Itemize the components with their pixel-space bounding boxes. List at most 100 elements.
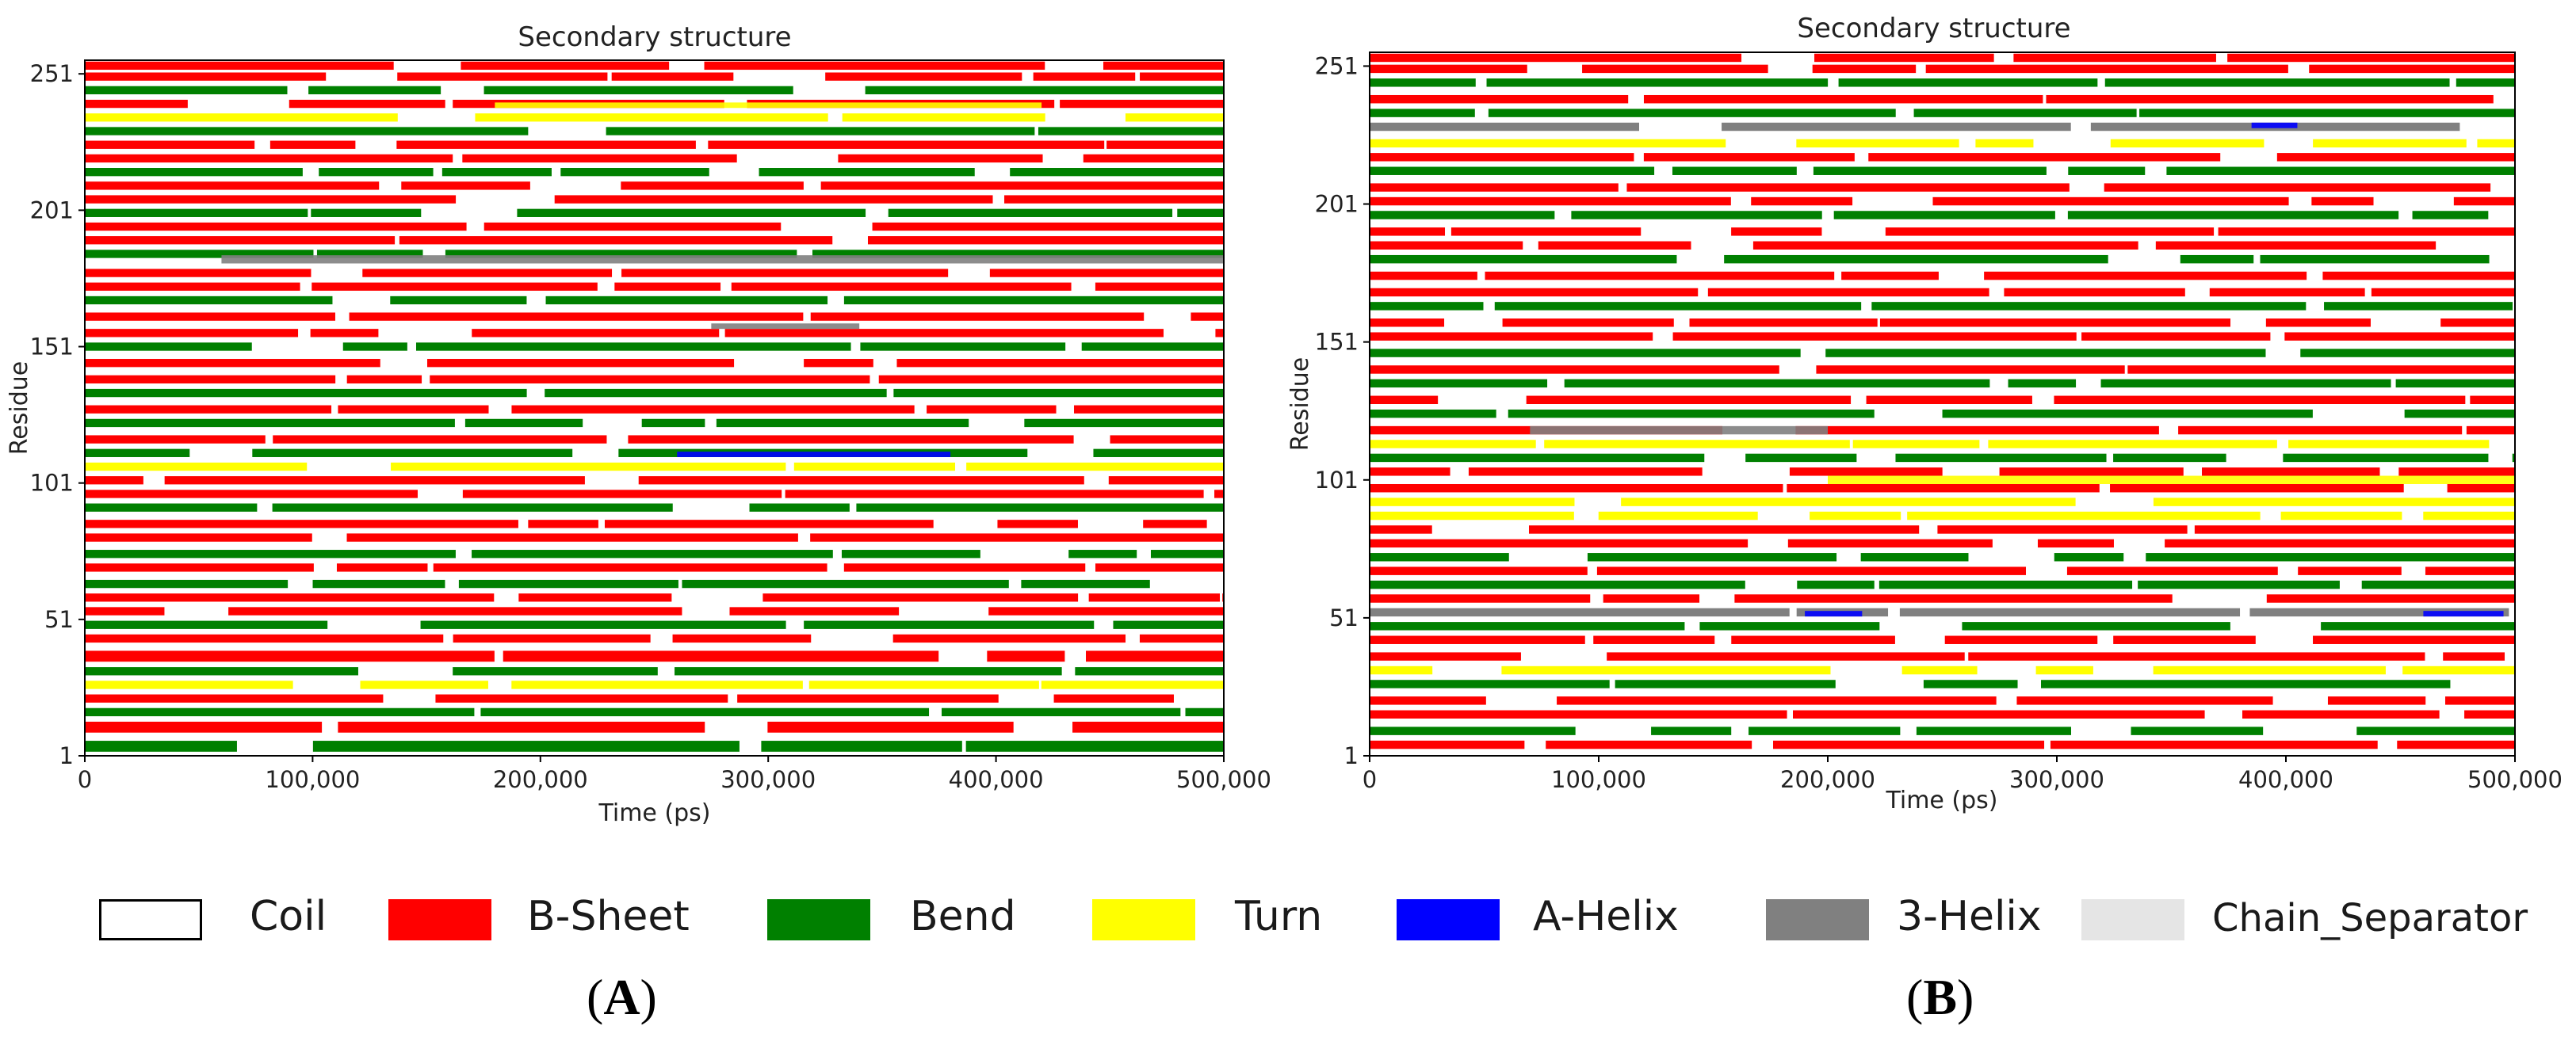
panel-b-band-15 xyxy=(1370,525,2515,534)
panel-a-patch-0 xyxy=(221,255,1225,264)
panel-b-band-20-segment-4 xyxy=(2283,453,2489,463)
legend-label-turn: Turn xyxy=(1235,893,1323,940)
panel-a-xtick-label-4: 400,000 xyxy=(949,766,1044,793)
panel-b-xtick-label-3: 300,000 xyxy=(2009,766,2104,793)
panel-a-band-14-segment-2 xyxy=(810,533,1224,542)
panel-a-patch-3 xyxy=(495,102,1042,109)
panel-b-band-5-segment-5 xyxy=(2402,665,2515,675)
panel-b-band-23 xyxy=(1370,409,2515,418)
panel-b-band-14-segment-3 xyxy=(2165,539,2515,548)
panel-a-band-18 xyxy=(85,476,1224,485)
panel-b-band-40-segment-0 xyxy=(1370,153,1634,162)
panel-a-band-28-segment-3 xyxy=(724,329,1164,337)
panel-a-ylabel: Residue xyxy=(6,361,33,455)
panel-b-band-32-segment-1 xyxy=(1485,271,1835,280)
panel-b-band-12-segment-4 xyxy=(2425,566,2515,575)
panel-b-band-41 xyxy=(1370,139,2515,148)
legend-label-b-sheet: B-Sheet xyxy=(527,893,690,940)
panel-b-xtick-label-5: 500,000 xyxy=(2467,766,2563,793)
panel-b-band-14-segment-1 xyxy=(1787,539,1993,548)
panel-b-band-45-segment-0 xyxy=(1370,78,1476,87)
panel-a-band-16 xyxy=(85,503,1224,512)
panel-a-band-28-segment-2 xyxy=(472,329,720,337)
panel-a-xtick-label-5: 500,000 xyxy=(1176,766,1271,793)
panel-b-band-10-segment-3 xyxy=(2266,594,2515,603)
panel-b-band-24-segment-3 xyxy=(2054,395,2466,404)
panel-a-band-6-segment-3 xyxy=(1086,650,1224,662)
panel-b-band-35-segment-4 xyxy=(2218,227,2515,236)
panel-b-band-15-segment-0 xyxy=(1370,525,1432,534)
panel-b-band-28-segment-1 xyxy=(1672,332,2077,341)
panel-a-band-18-segment-3 xyxy=(1108,476,1224,485)
panel-a-band-30-segment-3 xyxy=(843,296,1224,305)
panel-a-band-17-segment-2 xyxy=(785,490,1204,498)
panel-a-band-0 xyxy=(85,741,1224,752)
panel-b-band-2 xyxy=(1370,710,2515,719)
panel-a-band-4-segment-4 xyxy=(1041,681,1224,689)
panel-b-band-40-segment-1 xyxy=(1643,153,1855,162)
panel-b-patch-3 xyxy=(2423,611,2504,617)
panel-a-band-7-segment-4 xyxy=(1139,634,1224,643)
panel-a-band-42 xyxy=(85,127,1224,135)
panel-b-band-31-segment-3 xyxy=(2209,288,2365,297)
panel-b-band-31-segment-1 xyxy=(1707,288,1989,297)
panel-a-band-40-segment-1 xyxy=(462,154,737,163)
panel-a-band-21-segment-1 xyxy=(273,435,607,444)
panel-a-band-39-segment-3 xyxy=(560,168,709,177)
panel-b-band-40-segment-2 xyxy=(1868,153,2221,162)
panel-b-band-7-segment-3 xyxy=(1944,635,2098,644)
panel-a-band-9 xyxy=(85,607,1224,616)
panel-a-band-16-segment-3 xyxy=(856,503,1224,512)
panel-a-band-17 xyxy=(85,490,1224,498)
panel-b-band-7-segment-5 xyxy=(2313,635,2515,644)
panel-a-band-31-segment-0 xyxy=(85,282,300,291)
panel-b-patch-2 xyxy=(1805,611,1863,617)
panel-a-band-24-segment-0 xyxy=(85,388,527,398)
panel-a-band-2-segment-1 xyxy=(480,707,930,717)
panel-a-band-25 xyxy=(85,375,1224,384)
panel-a-band-39-segment-0 xyxy=(85,168,303,177)
panel-b-band-43-segment-0 xyxy=(1370,109,1475,117)
panel-b-band-7-segment-1 xyxy=(1593,635,1715,644)
panel-a-band-21-segment-0 xyxy=(85,435,266,444)
panel-b-band-36 xyxy=(1370,211,2489,219)
panel-b-band-38 xyxy=(1370,183,2491,192)
panel-a-band-20-segment-3 xyxy=(1093,448,1224,457)
panel-a-title: Secondary structure xyxy=(518,21,791,53)
panel-b-band-11-segment-0 xyxy=(1370,580,1745,589)
panel-a-band-38 xyxy=(85,181,1224,190)
panel-a-band-25-segment-3 xyxy=(878,375,1224,384)
panel-b-band-29-segment-4 xyxy=(2265,318,2371,327)
panel-a-band-45-segment-0 xyxy=(85,86,288,95)
panel-b-ytick-label-0: 1 xyxy=(1344,742,1359,769)
panel-b-band-3-segment-0 xyxy=(1370,696,1486,705)
panel-b-band-42-segment-1 xyxy=(1722,122,2071,132)
panel-a-band-23-segment-0 xyxy=(85,405,332,414)
panel-b-band-19-segment-0 xyxy=(1370,467,1450,476)
panel-a-band-15-segment-2 xyxy=(604,520,934,528)
panel-a-band-1-segment-1 xyxy=(338,721,705,733)
panel-b-band-11-segment-4 xyxy=(2361,580,2515,589)
panel-a-band-38-segment-2 xyxy=(621,181,804,190)
panel-b-band-9 xyxy=(1370,608,2509,617)
panel-a-band-18-segment-0 xyxy=(85,476,143,485)
panel-b-ytick-label-3: 151 xyxy=(1315,329,1359,356)
panel-b-band-29-segment-1 xyxy=(1502,318,1674,327)
panel-a-xtick-label-1: 100,000 xyxy=(265,766,360,793)
panel-a-band-25-segment-1 xyxy=(346,375,422,384)
panel-a-band-46-segment-5 xyxy=(1140,72,1224,81)
panel-a-frame xyxy=(84,59,1225,757)
panel-b-band-24-segment-1 xyxy=(1526,395,1852,404)
panel-a-band-27-segment-3 xyxy=(860,342,1066,351)
panel-a-band-46-segment-2 xyxy=(611,72,734,81)
panel-a-band-39-segment-1 xyxy=(319,168,434,177)
panel-a-band-42-segment-1 xyxy=(606,127,1035,135)
panel-b-patch-1 xyxy=(2251,122,2298,128)
panel-b-band-3-segment-2 xyxy=(2016,696,2273,705)
panel-a-band-6-segment-0 xyxy=(85,650,495,662)
panel-b-band-13-segment-2 xyxy=(1860,553,1969,562)
panel-b-plot-area xyxy=(1370,52,2515,756)
panel-b-band-34-segment-1 xyxy=(1538,241,1691,250)
panel-a-band-11-segment-0 xyxy=(85,579,289,589)
panel-b-band-36-segment-2 xyxy=(1833,211,2055,219)
